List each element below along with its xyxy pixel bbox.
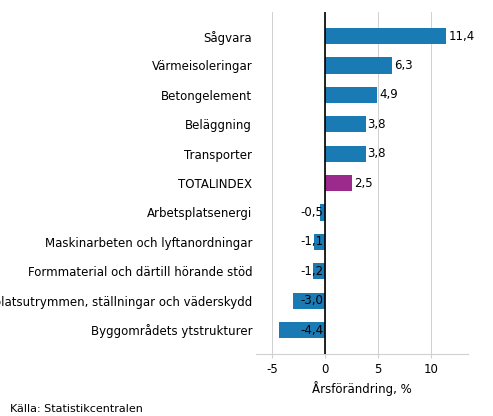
Text: -3,0: -3,0 (300, 294, 323, 307)
Text: 4,9: 4,9 (379, 88, 398, 102)
Text: -0,5: -0,5 (300, 206, 323, 219)
Text: 11,4: 11,4 (448, 30, 474, 42)
X-axis label: Årsförändring, %: Årsförändring, % (313, 381, 412, 396)
Text: 3,8: 3,8 (368, 118, 386, 131)
Text: 2,5: 2,5 (354, 176, 373, 190)
Bar (320, 204, 325, 220)
Bar (325, 57, 392, 74)
Bar (313, 263, 325, 279)
Text: -1,2: -1,2 (300, 265, 323, 278)
Bar (325, 175, 352, 191)
Bar (325, 146, 365, 162)
Text: 3,8: 3,8 (368, 147, 386, 160)
Text: -1,1: -1,1 (300, 235, 323, 248)
Bar (314, 234, 325, 250)
Bar (325, 116, 365, 132)
Bar (325, 28, 446, 44)
Bar (293, 292, 325, 309)
Bar (325, 87, 377, 103)
Text: -4,4: -4,4 (300, 324, 323, 337)
Text: 6,3: 6,3 (394, 59, 413, 72)
Text: Källa: Statistikcentralen: Källa: Statistikcentralen (10, 404, 143, 414)
Bar (279, 322, 325, 338)
